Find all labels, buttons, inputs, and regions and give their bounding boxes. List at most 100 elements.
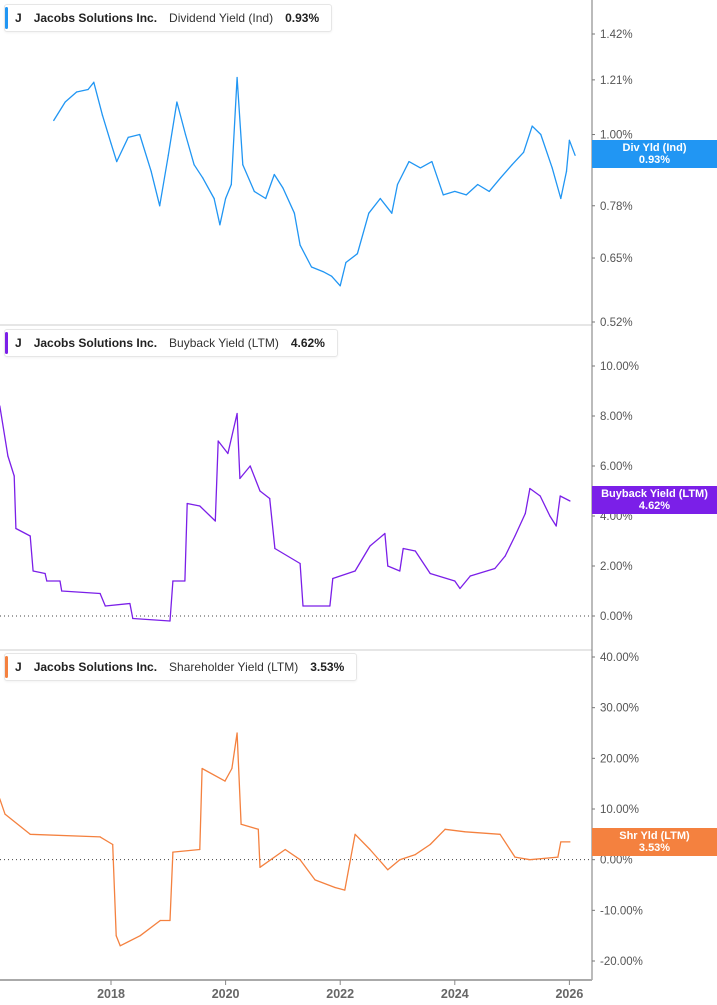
data-point	[391, 212, 393, 214]
y-tick-label: 8.00%	[600, 411, 633, 423]
y-tick-label: 1.42%	[600, 29, 633, 41]
data-point	[101, 114, 104, 116]
data-point	[514, 535, 516, 537]
data-point	[384, 532, 386, 535]
x-tick-label: 2020	[212, 987, 240, 1001]
data-point	[139, 133, 141, 136]
y-tick-label: 1.00%	[600, 130, 633, 142]
data-point	[172, 580, 174, 582]
data-point	[569, 500, 571, 502]
metric-name: Shareholder Yield (LTM)	[169, 660, 299, 674]
data-point	[269, 497, 271, 500]
current-value: 3.53%	[310, 660, 345, 674]
data-point	[345, 261, 347, 264]
data-point	[230, 183, 232, 186]
ticker: J	[15, 660, 22, 674]
data-point	[112, 843, 114, 846]
data-point	[559, 495, 561, 497]
data-point	[259, 490, 261, 492]
data-point	[199, 505, 201, 507]
data-point	[32, 570, 34, 572]
data-point	[408, 160, 410, 163]
legend-dividend-yield[interactable]: J Jacobs Solutions Inc. Dividend Yield (…	[4, 4, 333, 32]
data-point	[299, 562, 301, 565]
data-point	[249, 465, 251, 467]
data-point	[332, 577, 334, 580]
data-point	[282, 187, 284, 189]
data-point	[369, 545, 371, 547]
badge-value: 0.93%	[638, 154, 671, 166]
y-tick-label: 0.00%	[600, 611, 633, 623]
series-color-swatch	[5, 656, 8, 678]
data-point	[202, 177, 204, 179]
data-point	[253, 190, 255, 193]
data-point	[414, 854, 416, 856]
series-line-0	[53, 76, 576, 287]
x-tick-label: 2024	[441, 987, 469, 1001]
data-point	[7, 455, 9, 457]
data-point	[46, 580, 48, 582]
data-point	[64, 101, 66, 103]
data-point	[511, 164, 513, 166]
data-point	[531, 125, 533, 127]
y-tick-label: 6.00%	[600, 461, 633, 473]
data-point	[414, 550, 416, 552]
data-point	[186, 502, 188, 505]
legend-shareholder-yield[interactable]: J Jacobs Solutions Inc. Shareholder Yiel…	[4, 653, 358, 681]
data-point	[29, 833, 31, 835]
badge-value: 4.62%	[638, 500, 671, 512]
data-point	[259, 866, 261, 868]
data-point	[231, 767, 233, 770]
data-point	[442, 194, 444, 196]
legend-buyback-yield[interactable]: J Jacobs Solutions Inc. Buyback Yield (L…	[4, 329, 338, 357]
y-tick-label: 0.00%	[600, 855, 633, 867]
data-point	[499, 833, 501, 835]
company-name: Jacobs Solutions Inc.	[33, 336, 158, 350]
data-point	[524, 512, 526, 515]
badge-value: 3.53%	[638, 842, 671, 854]
ticker: J	[15, 11, 22, 25]
data-point	[560, 197, 562, 200]
company-name: Jacobs Solutions Inc.	[33, 660, 158, 674]
data-point	[310, 266, 313, 268]
data-point	[568, 139, 571, 141]
y-tick-label: 0.65%	[600, 253, 633, 265]
data-point	[184, 580, 186, 582]
data-point	[314, 879, 316, 881]
data-point	[477, 183, 479, 186]
data-point	[454, 190, 456, 193]
data-point	[402, 547, 404, 550]
series-color-swatch	[5, 7, 8, 29]
data-point	[419, 167, 422, 169]
data-point	[369, 848, 371, 851]
data-point	[560, 841, 562, 843]
data-point	[127, 136, 129, 139]
data-point	[431, 160, 433, 163]
data-point	[213, 197, 215, 200]
last-value-badge-buyback: Buyback Yield (LTM) 4.62%	[592, 486, 717, 514]
series-color-swatch	[5, 332, 8, 354]
data-point	[354, 570, 356, 572]
data-point	[236, 76, 238, 79]
data-point	[104, 605, 106, 607]
y-tick-label: 4.00%	[600, 511, 633, 523]
data-point	[224, 780, 226, 782]
data-point	[93, 81, 95, 83]
data-point	[540, 133, 542, 136]
y-tick-label: 0.78%	[600, 201, 633, 213]
data-point	[201, 767, 203, 770]
data-point	[522, 151, 525, 153]
data-point	[465, 194, 467, 196]
last-value-badge-shareholder: Shr Yld (LTM) 3.53%	[592, 828, 717, 856]
data-point	[217, 440, 219, 442]
data-point	[329, 605, 331, 607]
data-point	[331, 275, 333, 277]
y-tick-label: 1.21%	[600, 75, 633, 87]
data-point	[429, 572, 431, 575]
data-point	[236, 732, 238, 734]
data-point	[302, 605, 304, 607]
data-point	[169, 919, 171, 922]
data-point	[356, 253, 358, 255]
data-point	[469, 575, 471, 577]
badge-label: Shr Yld (LTM)	[619, 830, 690, 842]
